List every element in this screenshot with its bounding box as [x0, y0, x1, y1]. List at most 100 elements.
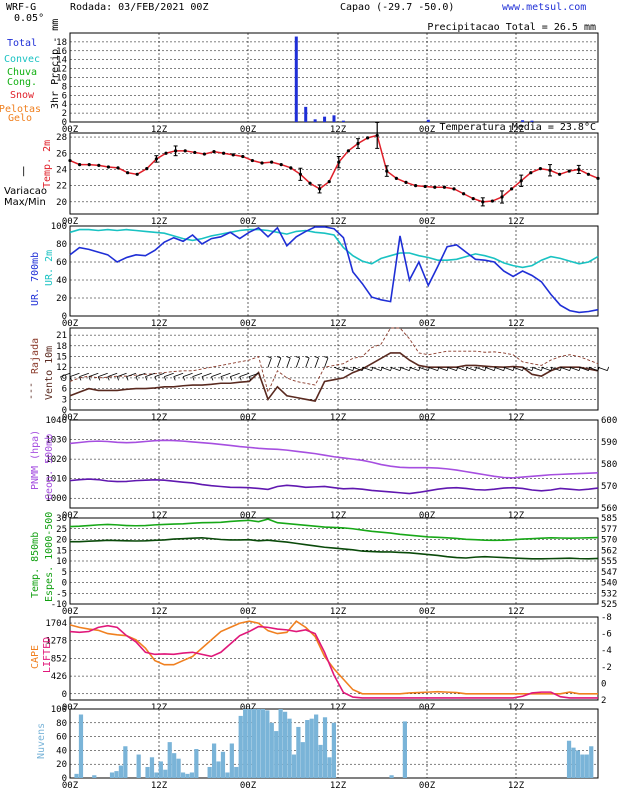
- cloud-bar: [287, 718, 292, 778]
- temp-point: [404, 180, 408, 185]
- precip-bar: [530, 120, 534, 122]
- temp-point: [462, 192, 466, 196]
- temp-point: [423, 184, 427, 189]
- wind-barb: [88, 372, 99, 378]
- y-tick-label: 40: [56, 276, 67, 286]
- y-tick-label: 30: [56, 514, 67, 524]
- time-tick-label: 00Z: [419, 607, 436, 617]
- wind-barb: [267, 357, 272, 368]
- wind-barb: [126, 372, 137, 378]
- y-axis-label: Temp. 2m: [42, 140, 53, 188]
- geop-500-line: [69, 478, 599, 495]
- variation-bar-symbol: |: [22, 166, 26, 177]
- y-tick-label: 16: [56, 47, 67, 57]
- wind-barb-feather: [116, 376, 120, 381]
- wind-barb: [541, 366, 551, 372]
- y-axis-label: CAPE: [30, 645, 41, 669]
- cloud-bar: [247, 709, 252, 778]
- cloud-bar: [314, 714, 319, 778]
- y-tick-label: 0: [62, 774, 67, 784]
- temp-point: [452, 187, 456, 191]
- temp-point: [68, 158, 72, 163]
- time-tick-label: 12Z: [508, 607, 525, 617]
- panel-frame: [69, 327, 599, 411]
- y-axis-label: Nuvens: [36, 723, 47, 759]
- site-link[interactable]: www.metsul.com: [502, 2, 587, 13]
- temp-point: [183, 149, 187, 153]
- cloud-bar: [309, 718, 314, 778]
- legend-cong: Cong.: [7, 77, 37, 88]
- y-axis-label: 3hr Precip - mm: [50, 19, 61, 109]
- time-tick-label: 00Z: [240, 413, 257, 423]
- cloud-bar: [331, 722, 336, 778]
- cloud-bar: [278, 709, 283, 778]
- espes-line: [70, 536, 599, 560]
- time-tick-label: 00Z: [62, 511, 79, 521]
- time-tick-label: 12Z: [151, 703, 168, 713]
- wind-barb: [588, 366, 599, 372]
- y2-tick-label: 577: [601, 525, 617, 535]
- wind-barb: [230, 372, 240, 378]
- wind-barb: [79, 372, 89, 378]
- cloud-bar: [274, 731, 279, 778]
- time-tick-label: 12Z: [508, 217, 525, 227]
- wind-barb: [597, 366, 608, 372]
- run-label: Rodada: 03/FEB/2021 00Z: [70, 2, 209, 13]
- temp-point: [250, 158, 254, 163]
- y2-tick-label: -8: [601, 613, 612, 623]
- time-tick-label: 00Z: [62, 125, 79, 135]
- legend-total: Total: [7, 38, 37, 49]
- y-tick-label: 20: [56, 294, 67, 304]
- wind-barb-feather: [220, 376, 223, 381]
- lifted-line: [69, 624, 598, 699]
- cloud-bar: [211, 743, 217, 778]
- y-tick-label: 20: [56, 198, 67, 208]
- y2-tick-label: 562: [601, 546, 617, 556]
- y2-tick-label: 540: [601, 579, 617, 589]
- y-tick-label: 40: [56, 746, 67, 756]
- y-tick-label: 100: [51, 705, 67, 715]
- cloud-bar: [145, 766, 150, 778]
- wind-barb-feather: [97, 376, 101, 381]
- precip-bar: [313, 119, 317, 122]
- temp-point: [106, 165, 110, 169]
- temp-point: [442, 185, 446, 189]
- y-tick-label: 21: [56, 331, 67, 341]
- y-tick-label: 0: [62, 579, 67, 589]
- wind-barb: [494, 366, 504, 372]
- wind-barb-feather: [60, 376, 63, 381]
- wind-barb: [503, 366, 514, 372]
- y-tick-label: 60: [56, 733, 67, 743]
- temp-point: [116, 166, 120, 170]
- y2-axis-label: LIFTED: [42, 637, 53, 673]
- y-tick-label: 80: [56, 240, 67, 250]
- y2-tick-label: 580: [601, 460, 617, 470]
- temp-point: [193, 150, 197, 155]
- cloud-bar: [149, 757, 155, 778]
- cloud-bar: [114, 771, 119, 778]
- cloud-bar: [225, 772, 230, 778]
- time-tick-label: 12Z: [151, 607, 168, 617]
- wind-barb-feather: [276, 356, 281, 359]
- time-tick-label: 00Z: [419, 781, 436, 791]
- temp-point: [327, 180, 331, 184]
- time-tick-label: 00Z: [419, 217, 436, 227]
- temp-point: [558, 172, 562, 176]
- temp-point: [145, 167, 149, 171]
- wind-barb-feather: [192, 376, 195, 381]
- y2-axis-label: UR. 2m: [44, 250, 55, 286]
- y-tick-label: 12: [56, 65, 67, 75]
- ur-700mb-line: [69, 226, 599, 314]
- temp-point: [231, 153, 235, 157]
- cloud-bar: [92, 775, 97, 778]
- wind-barb: [305, 357, 310, 368]
- time-tick-label: 12Z: [151, 125, 168, 135]
- cloud-bar: [269, 722, 274, 778]
- temp-point: [366, 136, 370, 140]
- y-tick-label: 1040: [45, 416, 67, 426]
- cloud-bar: [216, 761, 221, 778]
- time-tick-label: 00Z: [240, 607, 257, 617]
- y-tick-label: 22: [56, 182, 67, 192]
- wind-barb-feather: [79, 376, 82, 381]
